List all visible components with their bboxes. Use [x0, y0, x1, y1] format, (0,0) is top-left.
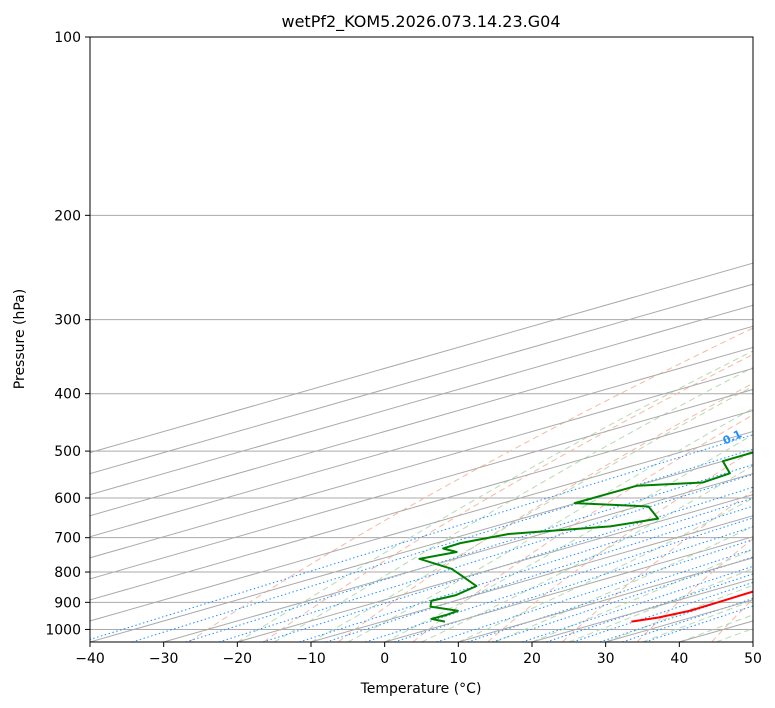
mixing-ratio-line [131, 448, 753, 642]
mixing-ratio-line [572, 581, 753, 642]
mixing-ratio-line [365, 517, 753, 642]
y-axis-ticks: 100 200 300 400 500 600 700 800 900 1000 [45, 30, 90, 638]
x-tick-label: 0 [380, 651, 389, 667]
profile-series [418, 451, 753, 623]
plot-frame [89, 36, 754, 643]
dry-adiabat-line [561, 490, 753, 642]
moist-adiabat-line [531, 548, 753, 642]
x-tick-label: −40 [75, 651, 105, 667]
isotherm-line [90, 452, 753, 642]
pressure-gridlines [90, 37, 753, 630]
x-tick-label: 40 [670, 651, 688, 667]
x-axis-ticks: −40 −30 −20 −10 0 10 20 30 40 50 [75, 642, 762, 667]
y-tick-label: 500 [54, 444, 81, 460]
isotherm-line [90, 262, 753, 454]
y-tick-label: 100 [54, 30, 81, 46]
dewpoint-profile-line [418, 451, 753, 623]
mixing-ratio-line [185, 464, 753, 642]
skewed-isotherms [90, 262, 753, 642]
isotherm-line [90, 431, 753, 622]
moist-adiabat-line [458, 497, 753, 642]
moist-adiabat-line [568, 567, 753, 642]
moist-adiabat-line [421, 465, 753, 642]
y-tick-label: 200 [54, 208, 81, 224]
isotherm-line [90, 283, 753, 475]
mixing-ratio-line [262, 486, 753, 642]
x-tick-label: 30 [597, 651, 615, 667]
chart-title: wetPf2_KOM5.2026.073.14.23.G04 [281, 12, 560, 32]
moist-adiabat-line [384, 434, 753, 642]
x-axis-title: Temperature (°C) [360, 681, 482, 697]
moist-adiabat-line [494, 525, 753, 642]
moist-adiabat-line [273, 366, 753, 642]
moist-adiabat-line [347, 407, 753, 642]
mixing-ratio-line [467, 548, 753, 642]
isotherm-line [310, 515, 753, 642]
moist-adiabat-line [237, 350, 753, 642]
x-tick-label: 50 [744, 651, 762, 667]
mixing-ratio-line [521, 565, 753, 642]
y-tick-label: 400 [54, 387, 81, 403]
dry-adiabat-line [337, 382, 753, 642]
y-tick-label: 600 [54, 491, 81, 507]
isotherm-line [90, 304, 753, 496]
plot-area: 0.10.20.40.611.52346810131620253036-100-… [90, 37, 753, 642]
x-tick-label: −10 [296, 651, 326, 667]
isotherm-line [237, 494, 753, 642]
mixing-ratio-line [436, 539, 753, 642]
isotherm-line [90, 367, 753, 559]
isotherm-line [384, 536, 753, 642]
mixing-ratio-line [218, 473, 753, 642]
y-tick-label: 900 [54, 595, 81, 611]
x-tick-label: −20 [223, 651, 253, 667]
dry-adiabat-line [487, 449, 753, 642]
y-tick-label: 300 [54, 313, 81, 329]
x-tick-label: −30 [149, 651, 179, 667]
y-tick-label: 800 [54, 565, 81, 581]
y-tick-label: 700 [54, 531, 81, 547]
isotherm-line [90, 388, 753, 580]
mixing-ratio-line [492, 556, 753, 642]
mixing-ratio-line [90, 434, 753, 640]
isotherm-line [163, 473, 753, 642]
dry-adiabat-line [263, 353, 753, 642]
x-tick-label: 10 [449, 651, 467, 667]
x-tick-label: 20 [523, 651, 541, 667]
isotherm-line [90, 325, 753, 517]
y-tick-label: 1000 [45, 622, 81, 638]
isotherm-line [90, 409, 753, 601]
y-axis-title: Pressure (hPa) [12, 289, 28, 389]
